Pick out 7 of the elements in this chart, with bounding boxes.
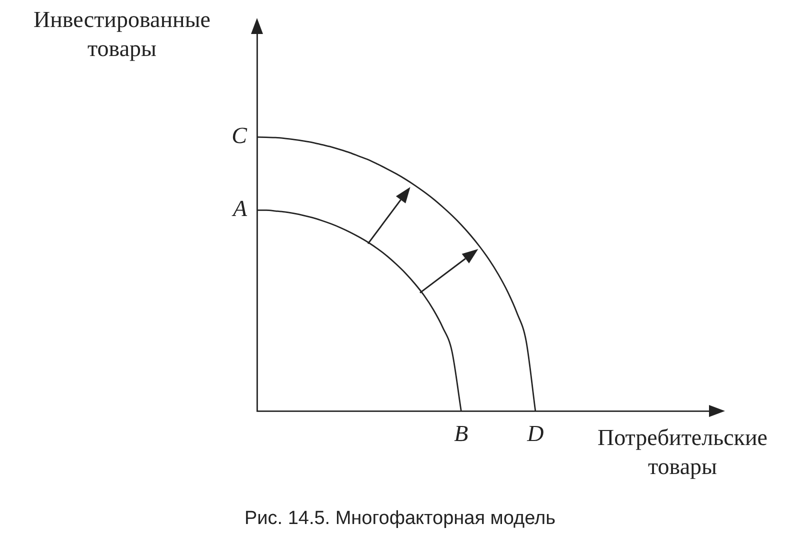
text: Рис. 14.5. Многофакторная модель — [243, 508, 557, 530]
text: C — [232, 123, 248, 148]
x-tick-label: B — [454, 420, 468, 446]
x-axis-title: Потребительские товары — [596, 424, 768, 481]
x-tick-label: D — [526, 420, 544, 446]
y-axis-title: Инвестированные товары — [32, 6, 212, 63]
text: A — [230, 196, 248, 222]
